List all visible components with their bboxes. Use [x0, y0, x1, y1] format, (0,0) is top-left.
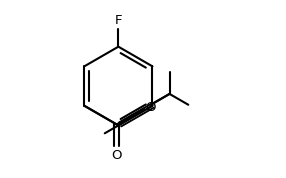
Text: O: O	[145, 101, 156, 114]
Text: F: F	[115, 14, 122, 27]
Text: O: O	[112, 149, 122, 162]
